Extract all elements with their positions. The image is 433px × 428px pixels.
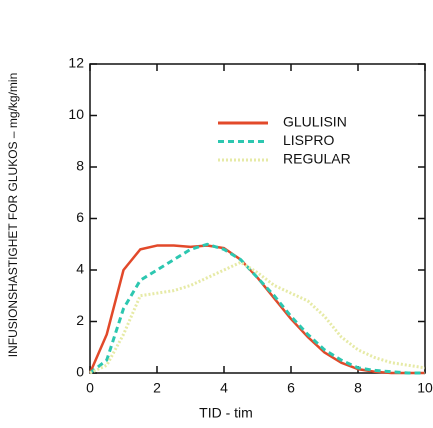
- y-tick-label: 6: [76, 209, 84, 225]
- y-tick-label: 0: [76, 364, 84, 380]
- y-tick-label: 12: [68, 55, 84, 71]
- x-tick-label: 6: [287, 380, 295, 396]
- x-tick-label: 2: [153, 380, 161, 396]
- legend-label: REGULAR: [283, 151, 351, 167]
- x-axis-label: TID - tim: [199, 405, 253, 421]
- legend-label: GLULISIN: [283, 114, 347, 130]
- y-axis-label: INFUSIONSHASTIGHET FOR GLUKOS – mg/kg/mi…: [6, 73, 20, 358]
- plot-frame: [89, 63, 426, 374]
- y-tick-label: 10: [68, 106, 84, 122]
- data-line: [88, 244, 425, 375]
- x-tick-label: 0: [86, 380, 94, 396]
- x-tick-label: 10: [417, 380, 433, 396]
- y-tick-label: 8: [76, 158, 84, 174]
- legend-label: LISPRO: [283, 132, 334, 148]
- y-tick-label: 2: [76, 312, 84, 328]
- data-line: [89, 242, 425, 375]
- x-tick-label: 8: [354, 380, 362, 396]
- data-line: [89, 260, 426, 375]
- y-tick-label: 4: [76, 261, 84, 277]
- x-tick-label: 4: [220, 380, 228, 396]
